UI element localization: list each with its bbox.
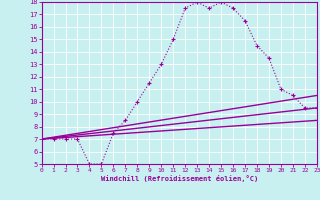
X-axis label: Windchill (Refroidissement éolien,°C): Windchill (Refroidissement éolien,°C) — [100, 175, 258, 182]
